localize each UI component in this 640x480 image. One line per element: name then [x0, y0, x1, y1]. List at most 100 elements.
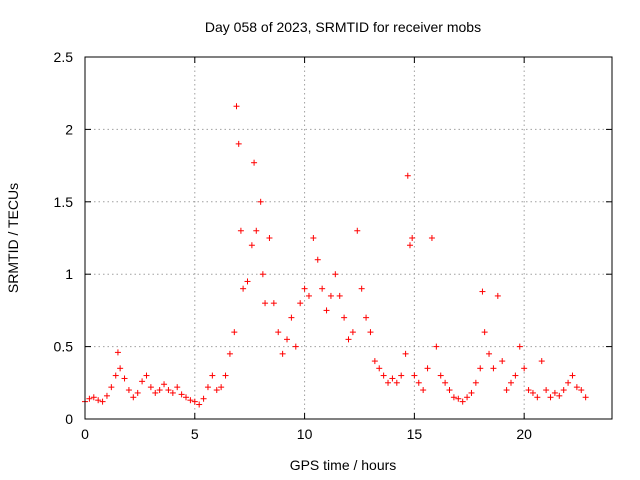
data-point	[569, 372, 576, 379]
data-point	[209, 372, 216, 379]
data-point	[231, 329, 238, 336]
data-point	[402, 350, 409, 357]
data-point	[385, 379, 392, 386]
data-point	[248, 242, 255, 249]
data-point	[477, 365, 484, 372]
data-point	[341, 314, 348, 321]
data-point	[251, 159, 258, 166]
data-point	[112, 372, 119, 379]
data-point	[406, 242, 413, 249]
data-point	[279, 350, 286, 357]
data-point	[169, 389, 176, 396]
data-point	[358, 285, 365, 292]
data-point	[486, 350, 493, 357]
chart-title: Day 058 of 2023, SRMTID for receiver mob…	[205, 19, 481, 35]
data-point	[143, 372, 150, 379]
data-point	[363, 314, 370, 321]
y-tick-label: 1	[65, 266, 73, 282]
data-point	[147, 384, 154, 391]
data-point	[398, 372, 405, 379]
data-point	[139, 378, 146, 385]
y-tick-label: 0.5	[54, 339, 74, 355]
data-point	[161, 381, 168, 388]
data-point	[152, 389, 159, 396]
x-axis-label: GPS time / hours	[290, 457, 397, 473]
data-point	[371, 358, 378, 365]
data-point	[323, 307, 330, 314]
data-point	[376, 365, 383, 372]
data-point	[332, 271, 339, 278]
data-points	[82, 103, 589, 408]
y-tick-label: 0	[65, 411, 73, 427]
data-point	[90, 394, 97, 401]
data-point	[114, 349, 121, 356]
data-point	[233, 103, 240, 110]
data-point	[389, 375, 396, 382]
data-point	[244, 278, 251, 285]
data-point	[270, 300, 277, 307]
data-point	[393, 379, 400, 386]
data-point	[183, 394, 190, 401]
data-point	[547, 394, 554, 401]
data-point	[117, 365, 124, 372]
data-point	[297, 300, 304, 307]
data-point	[409, 235, 416, 241]
data-point	[301, 285, 308, 292]
data-point	[543, 387, 550, 394]
data-point	[237, 227, 244, 234]
axis-tick-labels: 0 5 10 15 20 0 0.5 1 1.5 2 2.5	[54, 49, 533, 442]
data-point	[551, 389, 558, 396]
data-point	[178, 391, 185, 398]
data-point	[538, 358, 545, 365]
data-point	[165, 387, 172, 394]
data-point	[174, 384, 181, 391]
data-point	[433, 343, 440, 350]
axis-ticks	[84, 56, 612, 420]
data-point	[446, 387, 453, 394]
data-point	[490, 365, 497, 372]
data-point	[507, 379, 514, 386]
data-point	[354, 227, 361, 234]
data-point	[345, 336, 352, 343]
data-point	[187, 397, 194, 404]
data-point	[437, 372, 444, 379]
data-point	[226, 350, 233, 357]
data-point	[565, 379, 572, 386]
data-point	[336, 292, 343, 299]
x-tick-label: 5	[191, 426, 199, 442]
data-point	[455, 395, 462, 402]
data-point	[512, 372, 519, 379]
data-point	[204, 384, 211, 391]
x-tick-label: 15	[407, 426, 423, 442]
data-point	[503, 387, 510, 394]
data-point	[121, 375, 128, 382]
data-point	[525, 387, 532, 394]
data-point	[573, 384, 580, 391]
data-point	[191, 398, 198, 405]
data-point	[275, 329, 282, 336]
data-point	[560, 387, 567, 394]
data-point	[468, 389, 475, 396]
data-point	[253, 227, 260, 234]
data-point	[134, 389, 141, 396]
y-axis-label: SRMTID / TECUs	[5, 183, 21, 293]
data-point	[200, 395, 207, 402]
x-tick-label: 20	[516, 426, 532, 442]
data-point	[578, 387, 585, 394]
data-point	[529, 389, 536, 396]
data-point	[222, 372, 229, 379]
data-point	[213, 387, 220, 394]
data-point	[86, 395, 93, 402]
data-point	[424, 365, 431, 372]
data-point	[582, 394, 589, 401]
data-point	[472, 379, 479, 386]
data-point	[314, 256, 321, 263]
y-tick-label: 2.5	[54, 49, 74, 65]
data-point	[481, 329, 488, 336]
data-point	[521, 365, 528, 372]
x-tick-label: 10	[297, 426, 313, 442]
data-point	[156, 387, 163, 394]
data-point	[305, 292, 312, 299]
data-point	[380, 372, 387, 379]
